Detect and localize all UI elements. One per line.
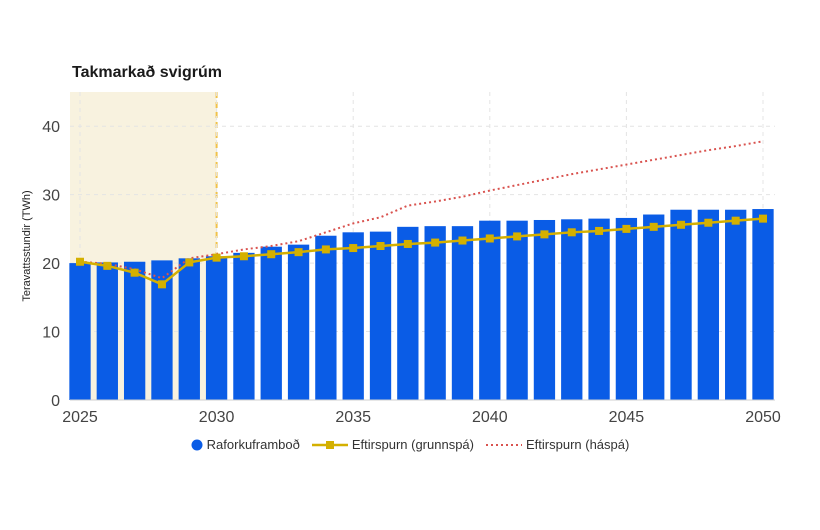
data-point-demand-base <box>157 280 166 289</box>
y-tick-label: 10 <box>42 325 60 342</box>
data-point-demand-base <box>485 234 494 243</box>
bar <box>260 246 282 400</box>
bar <box>96 262 118 400</box>
data-point-demand-base <box>458 236 467 245</box>
x-tick-label: 2035 <box>335 409 371 426</box>
data-point-demand-base <box>130 268 139 277</box>
data-point-demand-base <box>759 214 767 223</box>
bar <box>506 220 528 400</box>
y-tick-label: 30 <box>42 188 60 205</box>
bar <box>561 219 583 400</box>
y-tick-label: 20 <box>42 256 60 273</box>
y-tick-label: 0 <box>51 393 60 410</box>
bar <box>451 226 474 400</box>
data-point-demand-base <box>294 248 303 257</box>
data-point-demand-base <box>76 257 84 266</box>
bar <box>342 232 364 400</box>
data-point-demand-base <box>595 226 604 235</box>
data-point-demand-base <box>622 224 631 233</box>
bar <box>424 226 446 400</box>
legend-label-demand-high: Eftirspurn (háspá) <box>526 437 630 452</box>
data-point-demand-base <box>731 216 740 225</box>
data-point-demand-base <box>267 250 276 259</box>
bar <box>697 209 720 400</box>
bar <box>588 218 610 400</box>
data-point-demand-base <box>677 220 686 229</box>
chart-title: Takmarkað svigrúm <box>72 64 222 81</box>
legend-marker-demand-base <box>311 440 348 449</box>
x-tick-label: 2025 <box>62 409 98 426</box>
x-tick-label: 2040 <box>472 409 508 426</box>
legend-item-supply[interactable]: Raforkuframboð <box>191 437 300 452</box>
bar <box>479 220 501 400</box>
legend-marker-supply <box>191 439 203 450</box>
x-tick-label: 2045 <box>609 409 645 426</box>
data-point-demand-base <box>103 261 112 270</box>
bar <box>315 235 337 400</box>
data-point-demand-base <box>239 252 248 261</box>
data-point-demand-base <box>403 239 412 248</box>
bar <box>725 209 747 400</box>
data-point-demand-base <box>349 244 358 253</box>
data-point-demand-base <box>704 218 713 227</box>
series-line-demand-base <box>79 217 764 286</box>
legend: Raforkuframboð Eftirspurn (grunnspá) Eft… <box>0 437 820 452</box>
y-axis-label: Teravattsstundir (TWh) <box>21 190 33 301</box>
data-point-demand-base <box>513 232 522 241</box>
bar <box>397 226 419 400</box>
legend-item-demand-base[interactable]: Eftirspurn (grunnspá) <box>311 437 474 452</box>
bar <box>670 209 692 400</box>
x-tick-label: 2050 <box>745 409 781 426</box>
bar <box>615 217 638 400</box>
bar <box>287 244 310 400</box>
bar <box>205 256 228 400</box>
data-point-demand-base <box>649 222 658 231</box>
data-point-demand-base <box>376 242 385 250</box>
data-point-demand-base <box>321 245 330 254</box>
bar <box>752 209 774 400</box>
legend-label-demand-base: Eftirspurn (grunnspá) <box>351 437 474 452</box>
bar <box>151 260 173 400</box>
data-point-demand-base <box>431 238 440 247</box>
data-point-demand-base <box>185 258 194 267</box>
legend-item-demand-high[interactable]: Eftirspurn (háspá) <box>486 437 629 452</box>
bar <box>533 219 556 400</box>
data-point-demand-base <box>212 253 221 262</box>
bar <box>123 261 146 400</box>
y-tick-label: 40 <box>42 119 60 136</box>
data-point-demand-base <box>540 230 549 239</box>
legend-marker-demand-high <box>486 443 522 446</box>
bar <box>643 214 665 400</box>
bar <box>69 263 91 400</box>
bar <box>178 258 200 400</box>
data-point-demand-base <box>567 228 576 237</box>
bar <box>369 231 392 400</box>
legend-label-supply: Raforkuframboð <box>206 437 300 452</box>
x-tick-label: 2030 <box>199 409 235 426</box>
bar <box>233 252 255 400</box>
